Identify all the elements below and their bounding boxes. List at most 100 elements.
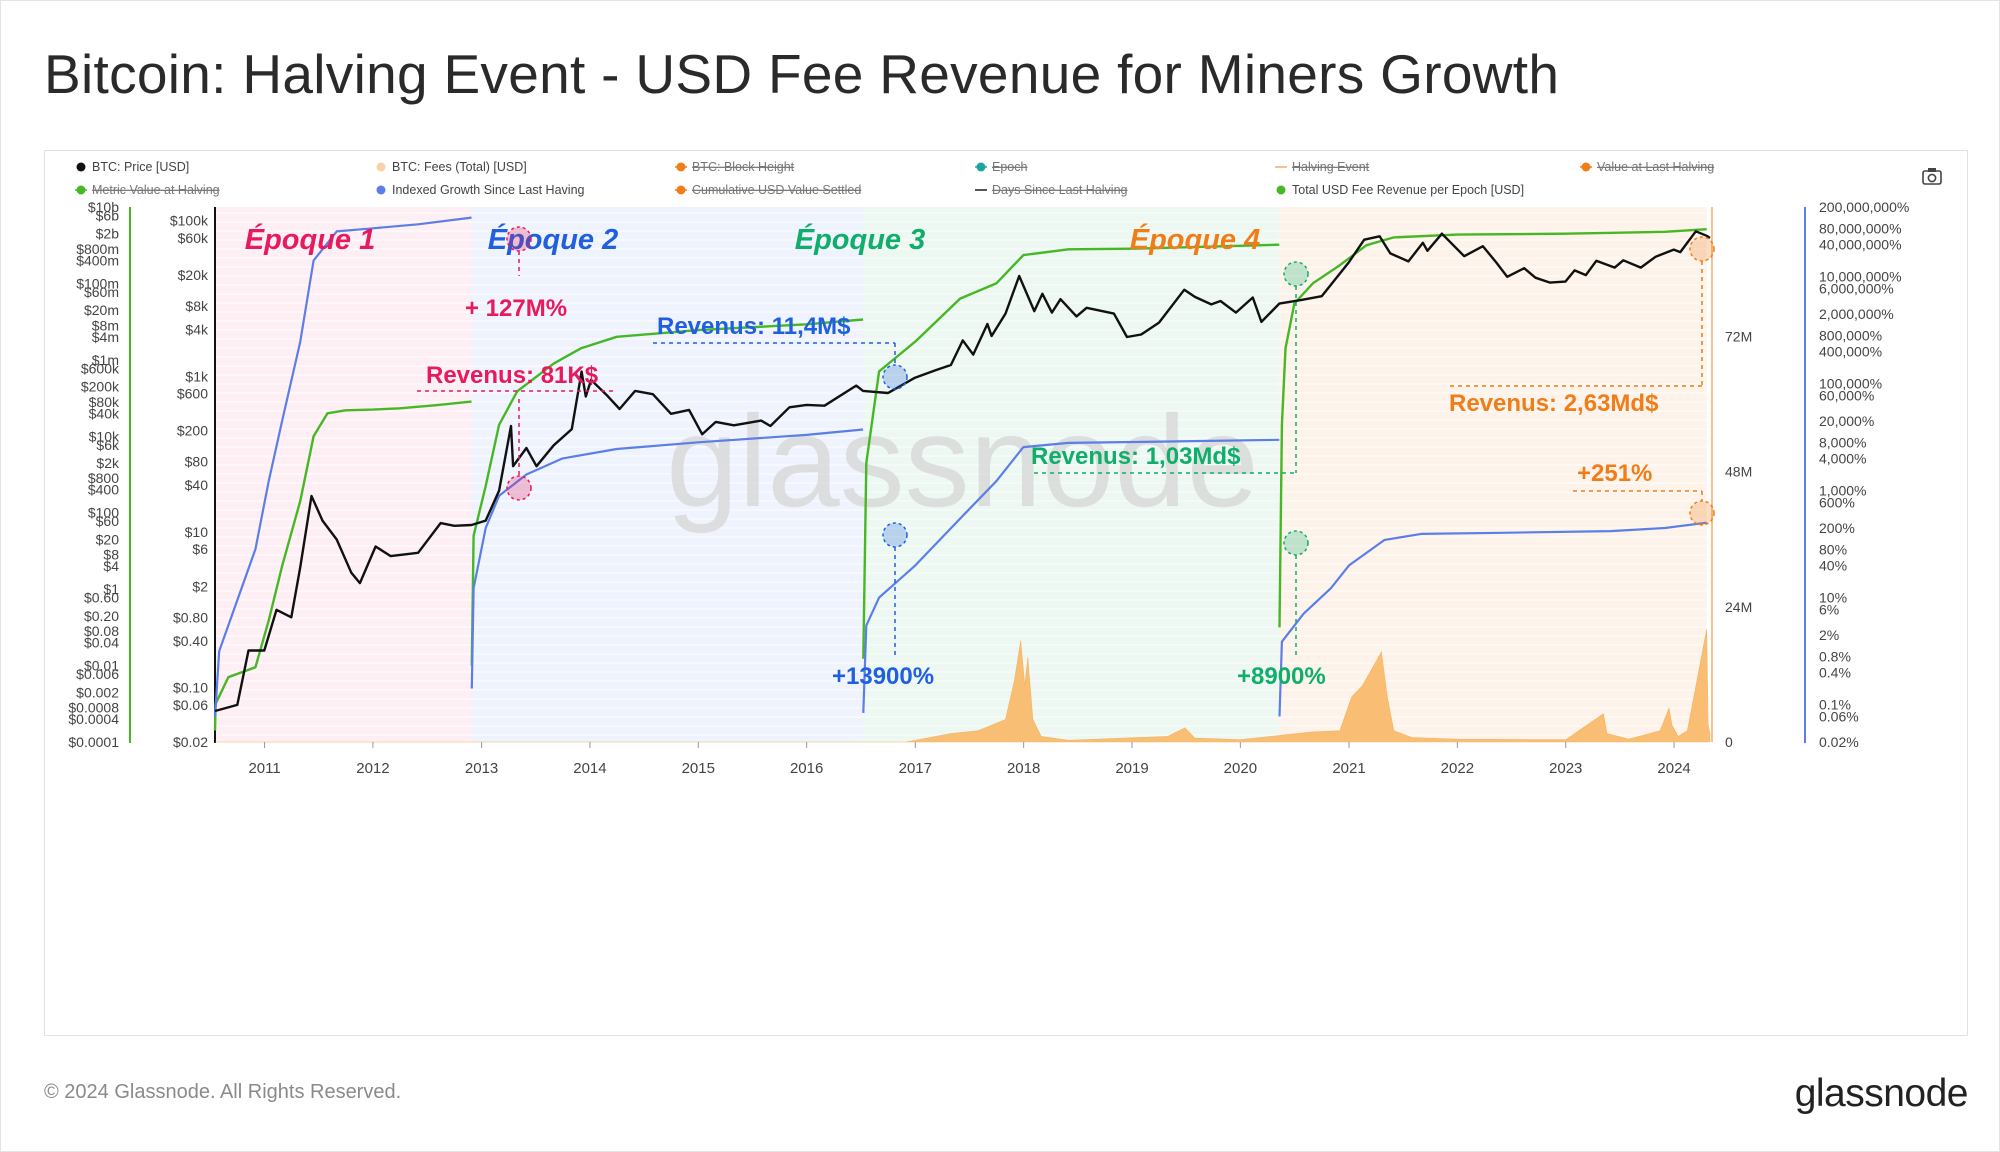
legend-label: Value at Last Halving <box>1597 160 1714 174</box>
epoch-label: Époque 3 <box>795 223 926 256</box>
legend-item[interactable]: Metric Value at Halving <box>75 183 220 197</box>
x-axis-tick: 2013 <box>465 760 498 777</box>
revenue-axis-tick: $1 <box>103 581 119 597</box>
legend-label: Halving Event <box>1292 160 1370 174</box>
growth-axis-tick: 0.8% <box>1819 648 1851 664</box>
legend-item[interactable]: Days Since Last Halving <box>975 183 1128 197</box>
growth-axis-tick: 2% <box>1819 627 1839 643</box>
revenue-axis-tick: $0.01 <box>84 658 119 674</box>
revenue-axis-tick: $0.0008 <box>68 699 119 715</box>
price-axis-tick: $40 <box>185 477 209 493</box>
legend-item[interactable]: Cumulative USD Value Settled <box>675 183 861 197</box>
legend-item[interactable]: BTC: Price [USD] <box>76 160 190 174</box>
e2-growth-text: +13900% <box>832 663 934 690</box>
price-line <box>214 230 1711 713</box>
e4-growth-marker <box>1689 500 1715 526</box>
revenue-axis-tick: $100 <box>88 505 119 521</box>
x-axis-tick: 2021 <box>1332 760 1365 777</box>
growth-axis-tick: 60,000% <box>1819 387 1874 403</box>
e4-revenue-marker <box>1689 236 1715 262</box>
camera-icon[interactable] <box>1922 168 1942 185</box>
e1-revenue-text: Revenus: 81K$ <box>426 362 599 389</box>
legend-marker-dot <box>976 162 986 172</box>
growth-axis-tick: 1,000% <box>1819 483 1866 499</box>
revenue-axis-tick: $400m <box>76 252 119 268</box>
price-axis-tick: $100k <box>170 213 209 229</box>
revenue-line <box>213 228 1707 731</box>
revenue-axis-tick: $1m <box>92 352 119 368</box>
revenue-axis-tick: $600k <box>81 360 120 376</box>
x-axis-tick: 2018 <box>1007 760 1040 777</box>
revenue-axis-tick: $6k <box>96 437 120 453</box>
legend-marker-dot <box>676 162 686 172</box>
revenue-axis-tick: $60 <box>96 513 120 529</box>
growth-axis-tick: 600% <box>1819 494 1855 510</box>
growth-axis-tick: 6,000,000% <box>1819 280 1894 296</box>
epoch-label: Époque 1 <box>245 223 376 256</box>
legend-item[interactable]: BTC: Fees (Total) [USD] <box>376 160 527 174</box>
glassnode-logo[interactable]: glassnode <box>1794 1072 1969 1115</box>
e3-revenue-text: Revenus: 1,03Md$ <box>1031 443 1241 470</box>
epoch-label: Époque 4 <box>1130 223 1261 256</box>
growth-axis-tick: 200% <box>1819 520 1855 536</box>
revenue-axis-tick: $0.20 <box>84 608 119 624</box>
legend-label: Cumulative USD Value Settled <box>692 183 861 197</box>
x-axis-tick: 2015 <box>682 760 715 777</box>
x-axis-tick: 2016 <box>790 760 823 777</box>
legend-item[interactable]: Halving Event <box>1275 160 1370 174</box>
chart-svg: glassnode Époque 1 Époque 2 Époque 3 Époque … <box>68 160 1942 777</box>
fees-axis-tick: 24M <box>1725 599 1752 615</box>
epoch-label: Époque 2 <box>488 223 619 256</box>
price-axis-tick: $0.80 <box>173 609 208 625</box>
revenue-axis-tick: $0.0001 <box>68 734 119 750</box>
growth-axis-tick: 40,000,000% <box>1819 236 1902 252</box>
watermark: glassnode <box>666 388 1259 534</box>
legend-item[interactable]: Indexed Growth Since Last Having <box>376 183 585 197</box>
price-axis-tick: $600 <box>177 386 208 402</box>
x-axis-tick: 2023 <box>1549 760 1582 777</box>
revenue-axis-tick: $0.60 <box>84 590 119 606</box>
revenue-axis-tick: $2k <box>96 455 120 471</box>
price-axis-tick: $20k <box>178 267 209 283</box>
growth-axis-tick: 80,000,000% <box>1819 220 1902 236</box>
legend-item[interactable]: Value at Last Halving <box>1580 160 1714 174</box>
legend-item[interactable]: Total USD Fee Revenue per Epoch [USD] <box>1276 183 1525 197</box>
x-axis-tick: 2024 <box>1657 760 1690 777</box>
legend-label: Epoch <box>992 160 1027 174</box>
legend: BTC: Price [USD] BTC: Fees (Total) [USD] B… <box>75 160 1714 197</box>
revenue-axis-tick: $20m <box>84 302 119 318</box>
growth-axis-tick: 400,000% <box>1819 343 1882 359</box>
growth-axis-tick: 0.1% <box>1819 697 1851 713</box>
camera-lens <box>1927 173 1937 183</box>
legend-label: Days Since Last Halving <box>992 183 1128 197</box>
e1-growth-text: + 127M% <box>465 295 567 322</box>
revenue-axis-tick: $8m <box>92 317 119 333</box>
fees-axis-tick: 48M <box>1725 464 1752 480</box>
x-axis-tick: 2011 <box>248 760 280 777</box>
growth-axis-tick: 200,000,000% <box>1819 199 1909 215</box>
revenue-axis-tick: $800 <box>88 470 119 486</box>
growth-axis-tick: 0.06% <box>1819 708 1859 724</box>
revenue-axis-tick: $4m <box>92 329 119 345</box>
price-axis-tick: $1k <box>185 368 209 384</box>
growth-axis-tick: 10,000,000% <box>1819 269 1902 285</box>
growth-axis-tick: 2,000,000% <box>1819 306 1894 322</box>
revenue-axis-tick: $0.04 <box>84 635 119 651</box>
gridlines <box>215 212 1710 736</box>
legend-item[interactable]: Epoch <box>975 160 1027 174</box>
growth-axis-tick: 20,000% <box>1819 413 1874 429</box>
revenue-axis-tick: $0.006 <box>76 666 119 682</box>
growth-axis-tick: 0.02% <box>1819 734 1859 750</box>
legend-label: Metric Value at Halving <box>92 183 220 197</box>
revenue-axis-tick: $0.08 <box>84 623 119 639</box>
growth-axis-tick: 4,000% <box>1819 450 1866 466</box>
e3-growth-marker <box>1283 530 1309 556</box>
growth-axis-tick: 0.4% <box>1819 664 1851 680</box>
revenue-axis-tick: $20 <box>96 531 120 547</box>
legend-item[interactable]: BTC: Block Height <box>675 160 795 174</box>
fees-axis-tick: 72M <box>1725 329 1752 345</box>
fees-area <box>215 629 1711 743</box>
revenue-axis-tick: $80k <box>89 394 120 410</box>
revenue-axis-tick: $6b <box>96 207 120 223</box>
price-axis-tick: $200 <box>177 423 208 439</box>
